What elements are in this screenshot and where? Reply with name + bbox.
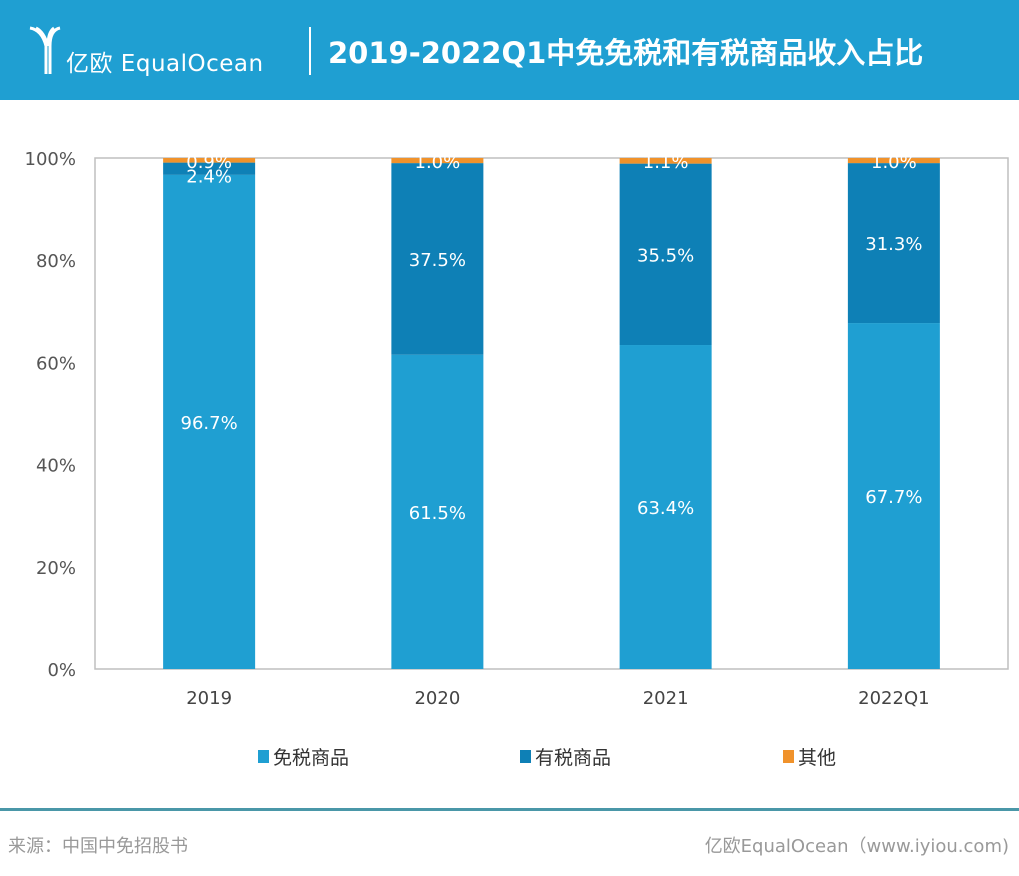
bar-segment <box>619 345 712 669</box>
source-note: 来源：中国中免招股书 <box>8 836 188 857</box>
legend-swatch <box>258 750 269 763</box>
bar-segment <box>847 158 940 164</box>
bar-segment <box>163 158 256 163</box>
data-label: 1.1% <box>643 152 689 173</box>
header-banner: 亿欧 EqualOcean 2019-2022Q1中免免税和有税商品收入占比 <box>0 0 1019 100</box>
bar-segment <box>163 162 256 175</box>
data-label: 31.3% <box>865 234 922 255</box>
data-label: 35.5% <box>637 245 694 266</box>
x-tick-label: 2020 <box>414 688 460 709</box>
data-label: 63.4% <box>637 498 694 519</box>
legend-item-other: 其他 <box>783 743 836 770</box>
header-divider <box>309 27 311 75</box>
plot-area <box>94 157 1009 670</box>
y-tick-label: 80% <box>36 251 76 272</box>
data-label: 1.0% <box>871 152 917 173</box>
bar-segment <box>619 163 712 346</box>
y-tick-label: 60% <box>36 353 76 374</box>
bar-segment <box>391 163 484 355</box>
bar-segment <box>163 174 256 669</box>
logo-text: 亿欧 EqualOcean <box>66 51 264 77</box>
data-label: 0.9% <box>186 152 232 173</box>
logo-icon <box>29 26 61 74</box>
data-label: 1.0% <box>415 152 461 173</box>
y-tick-label: 100% <box>25 149 76 170</box>
data-label: 96.7% <box>181 413 238 434</box>
y-tick-label: 40% <box>36 456 76 477</box>
legend-swatch <box>520 750 531 763</box>
bar-segment <box>391 158 484 164</box>
x-tick-label: 2019 <box>186 688 232 709</box>
legend-label: 免税商品 <box>273 747 350 769</box>
legend-label: 其他 <box>798 747 837 769</box>
y-tick-label: 0% <box>47 660 76 681</box>
legend-swatch <box>783 750 794 763</box>
data-label: 37.5% <box>409 250 466 271</box>
bar-segment <box>619 158 712 164</box>
data-label: 2.4% <box>186 167 232 188</box>
legend-item-taxable: 有税商品 <box>520 743 611 770</box>
y-tick-label: 20% <box>36 558 76 579</box>
x-tick-label: 2021 <box>643 688 689 709</box>
legend-item-duty-free: 免税商品 <box>258 743 349 770</box>
footer-divider <box>0 808 1019 811</box>
bar-segment <box>391 354 484 669</box>
legend-label: 有税商品 <box>535 747 612 769</box>
brand-note: 亿欧EqualOcean（www.iyiou.com) <box>704 836 1009 857</box>
chart-title: 2019-2022Q1中免免税和有税商品收入占比 <box>328 36 924 70</box>
x-tick-label: 2022Q1 <box>858 688 929 709</box>
bar-segment <box>847 323 940 669</box>
data-label: 61.5% <box>409 503 466 524</box>
stacked-bar-chart: 0% 20% 40% 60% 80% 100% 96.7% 2.4%0.9% 2019 61.5%… <box>25 149 1009 709</box>
equalocean-logo: 亿欧 EqualOcean <box>28 24 288 77</box>
bar-segment <box>847 163 940 324</box>
data-label: 67.7% <box>865 487 922 508</box>
